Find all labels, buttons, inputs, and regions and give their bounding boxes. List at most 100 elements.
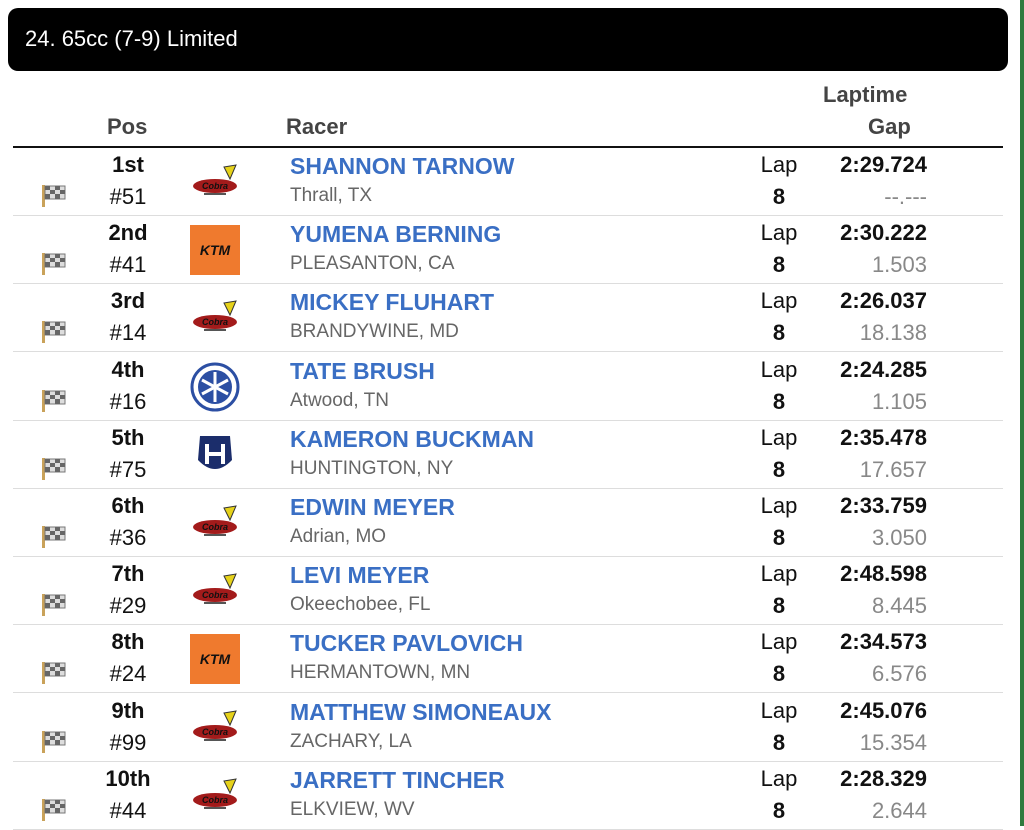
race-number: #44 bbox=[109, 797, 147, 823]
racer-name-link[interactable]: TATE BRUSH bbox=[290, 357, 435, 384]
window-edge bbox=[1020, 0, 1024, 826]
position: 5th bbox=[111, 424, 145, 450]
checkered-flag-icon bbox=[41, 729, 69, 753]
lap-label: Lap bbox=[760, 356, 798, 382]
ktm-logo-icon: KTM bbox=[190, 225, 240, 276]
position: 9th bbox=[111, 697, 145, 723]
position: 2nd bbox=[108, 220, 148, 246]
racer-name-link[interactable]: LEVI MEYER bbox=[290, 562, 430, 589]
race-number: #51 bbox=[109, 184, 147, 209]
cobra-logo-icon: Cobra bbox=[190, 566, 240, 616]
racer-name-link[interactable]: JARRETT TINCHER bbox=[290, 766, 505, 793]
lap-label: Lap bbox=[760, 152, 798, 177]
result-row: 2nd #41 KTM YUMENA BERNING PLEASANTON, C… bbox=[13, 216, 1003, 285]
lap-label: Lap bbox=[760, 561, 798, 587]
gap: 2.644 bbox=[871, 797, 927, 823]
lap-count: 8 bbox=[772, 252, 786, 278]
result-row: 8th #24 KTM TUCKER PAVLOVICH HERMANTOWN,… bbox=[13, 625, 1003, 694]
header-racer: Racer bbox=[286, 114, 348, 139]
svg-text:Cobra: Cobra bbox=[202, 795, 228, 805]
cobra-logo-icon: Cobra bbox=[190, 771, 240, 821]
racer-name-link[interactable]: TUCKER PAVLOVICH bbox=[290, 630, 523, 657]
racer-name-link[interactable]: YUMENA BERNING bbox=[290, 221, 502, 248]
laptime: 2:35.478 bbox=[840, 424, 927, 450]
lap-count: 8 bbox=[772, 729, 786, 755]
gap: 8.445 bbox=[871, 593, 927, 619]
lap-count: 8 bbox=[772, 525, 786, 550]
checkered-flag-icon bbox=[41, 797, 69, 821]
lap-label: Lap bbox=[760, 220, 798, 246]
laptime: 2:29.724 bbox=[840, 152, 927, 177]
gap: 1.105 bbox=[871, 388, 927, 414]
racer-location: BRANDYWINE, MD bbox=[290, 321, 459, 343]
svg-text:Cobra: Cobra bbox=[202, 727, 228, 737]
gap: 17.657 bbox=[859, 456, 927, 482]
position: 4th bbox=[111, 356, 145, 382]
racer-name-link[interactable]: MICKEY FLUHART bbox=[290, 289, 495, 316]
cobra-logo-icon: Cobra bbox=[190, 498, 240, 548]
lap-count: 8 bbox=[772, 797, 786, 823]
class-title-bar: 24. 65cc (7-9) Limited bbox=[8, 8, 1008, 71]
racer-location: Thrall, TX bbox=[290, 185, 373, 206]
racer-location: HUNTINGTON, NY bbox=[290, 457, 454, 479]
position: 8th bbox=[111, 629, 145, 655]
svg-text:KTM: KTM bbox=[200, 651, 231, 667]
gap: --.--- bbox=[884, 184, 927, 209]
lap-count: 8 bbox=[772, 320, 786, 346]
laptime: 2:34.573 bbox=[840, 629, 927, 655]
laptime: 2:26.037 bbox=[840, 288, 927, 314]
husqvarna-logo-icon bbox=[190, 430, 240, 480]
position: 6th bbox=[111, 493, 145, 518]
result-row: 7th #29 Cobra LEVI MEYER Okeechobee, FL … bbox=[13, 557, 1003, 626]
racer-location: Okeechobee, FL bbox=[290, 594, 431, 616]
ktm-logo-icon: KTM bbox=[190, 634, 240, 685]
lap-count: 8 bbox=[772, 388, 786, 414]
race-number: #16 bbox=[109, 388, 147, 414]
checkered-flag-icon bbox=[41, 524, 69, 548]
result-row: 10th #44 Cobra JARRETT TINCHER ELKVIEW, … bbox=[13, 762, 1003, 830]
racer-name-link[interactable]: EDWIN MEYER bbox=[290, 494, 455, 520]
racer-name-link[interactable]: KAMERON BUCKMAN bbox=[290, 425, 535, 452]
checkered-flag-icon bbox=[41, 592, 69, 617]
class-title: 24. 65cc (7-9) Limited bbox=[25, 26, 238, 51]
gap: 1.503 bbox=[871, 252, 927, 278]
svg-text:Cobra: Cobra bbox=[202, 317, 228, 327]
lap-label: Lap bbox=[760, 629, 798, 655]
svg-text:Cobra: Cobra bbox=[202, 181, 228, 191]
lap-label: Lap bbox=[760, 424, 798, 450]
result-row: 5th #75 KAMERON BUCKMAN HUNTINGTON, NY L… bbox=[13, 421, 1003, 489]
header-pos: Pos bbox=[107, 114, 148, 139]
checkered-flag-icon bbox=[41, 660, 69, 685]
svg-text:KTM: KTM bbox=[200, 242, 231, 258]
checkered-flag-icon bbox=[41, 319, 69, 344]
race-number: #24 bbox=[109, 661, 147, 687]
gap: 3.050 bbox=[871, 525, 927, 550]
gap: 15.354 bbox=[859, 729, 927, 755]
yamaha-logo-icon bbox=[190, 362, 240, 412]
result-row: 6th #36 Cobra EDWIN MEYER Adrian, MO Lap… bbox=[13, 489, 1003, 557]
racer-location: ELKVIEW, WV bbox=[290, 798, 415, 820]
checkered-flag-icon bbox=[41, 388, 69, 412]
race-number: #36 bbox=[109, 525, 147, 550]
racer-location: HERMANTOWN, MN bbox=[290, 662, 471, 684]
header-divider bbox=[13, 146, 1003, 148]
checkered-flag-icon bbox=[41, 456, 69, 480]
lap-count: 8 bbox=[772, 456, 786, 482]
laptime: 2:28.329 bbox=[840, 765, 927, 791]
position: 3rd bbox=[110, 288, 146, 314]
lap-label: Lap bbox=[760, 697, 798, 723]
laptime: 2:48.598 bbox=[840, 561, 927, 587]
racer-name-link[interactable]: MATTHEW SIMONEAUX bbox=[290, 698, 552, 725]
racer-location: PLEASANTON, CA bbox=[290, 253, 455, 275]
checkered-flag-icon bbox=[41, 183, 69, 207]
cobra-logo-icon: Cobra bbox=[190, 703, 240, 753]
race-number: #41 bbox=[109, 252, 147, 278]
laptime: 2:33.759 bbox=[840, 493, 927, 518]
position: 1st bbox=[112, 152, 144, 177]
racer-name-link[interactable]: SHANNON TARNOW bbox=[290, 153, 515, 179]
gap: 6.576 bbox=[871, 661, 927, 687]
race-number: #29 bbox=[109, 593, 147, 619]
cobra-logo-icon: Cobra bbox=[190, 293, 240, 343]
race-number: #14 bbox=[109, 320, 147, 346]
lap-label: Lap bbox=[760, 493, 798, 518]
